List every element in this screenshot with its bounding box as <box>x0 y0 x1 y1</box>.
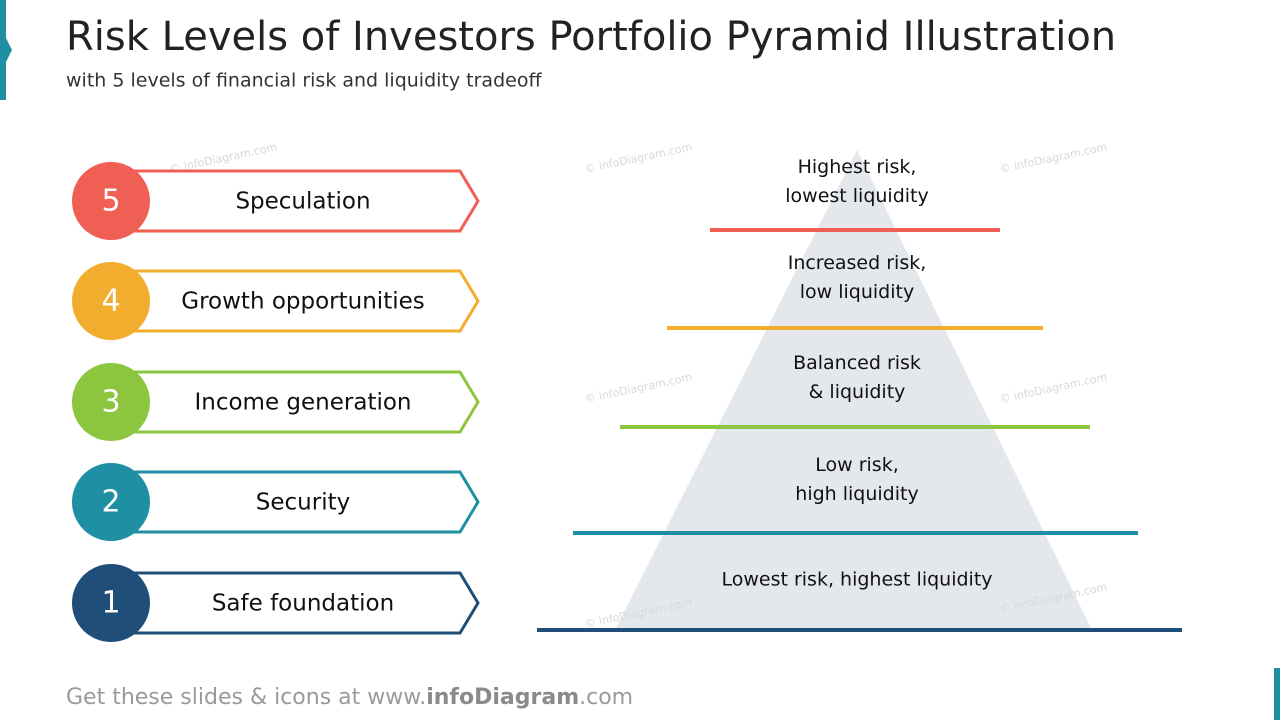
label-box <box>128 470 480 534</box>
level-number: 3 <box>101 385 120 420</box>
level-description: low liquidity <box>800 281 914 303</box>
level-label: Income generation <box>194 390 411 416</box>
footer-suffix: .com <box>579 685 633 710</box>
label-box <box>128 269 480 333</box>
footer-brand: infoDiagram <box>426 685 579 710</box>
number-circle <box>72 262 150 340</box>
number-circle <box>72 162 150 240</box>
accent-bar <box>0 0 6 100</box>
level-description: Lowest risk, highest liquidity <box>721 569 992 591</box>
label-box <box>128 370 480 434</box>
level-label: Speculation <box>235 189 370 215</box>
label-box <box>128 169 480 233</box>
level-description: high liquidity <box>795 483 918 505</box>
accent-notch <box>6 38 12 62</box>
number-circle <box>72 463 150 541</box>
level-description: Increased risk, <box>788 252 927 274</box>
level-number: 2 <box>101 485 120 520</box>
level-description: & liquidity <box>809 381 906 403</box>
level-label: Growth opportunities <box>181 289 424 315</box>
levels: 5 Speculation Highest risk, lowest liquidit… <box>72 156 1182 642</box>
label-box <box>128 571 480 635</box>
number-circle <box>72 564 150 642</box>
level-label: Security <box>256 490 350 516</box>
level-number: 4 <box>101 284 120 319</box>
level-description: Highest risk, <box>798 156 917 178</box>
level-description: Balanced risk <box>793 352 921 374</box>
title: Risk Levels of Investors Portfolio Pyram… <box>66 14 1116 60</box>
number-circle <box>72 363 150 441</box>
level-number: 5 <box>101 184 120 219</box>
level-description: lowest liquidity <box>785 185 929 207</box>
level-number: 1 <box>101 586 120 621</box>
footer: Get these slides & icons at www.infoDiag… <box>66 685 633 710</box>
level-label: Safe foundation <box>212 591 394 617</box>
subtitle: with 5 levels of financial risk and liqu… <box>66 70 542 92</box>
accent-bar <box>1274 668 1280 720</box>
pyramid <box>615 150 1092 630</box>
footer-prefix: Get these slides & icons at www. <box>66 685 426 710</box>
level-description: Low risk, <box>815 454 899 476</box>
